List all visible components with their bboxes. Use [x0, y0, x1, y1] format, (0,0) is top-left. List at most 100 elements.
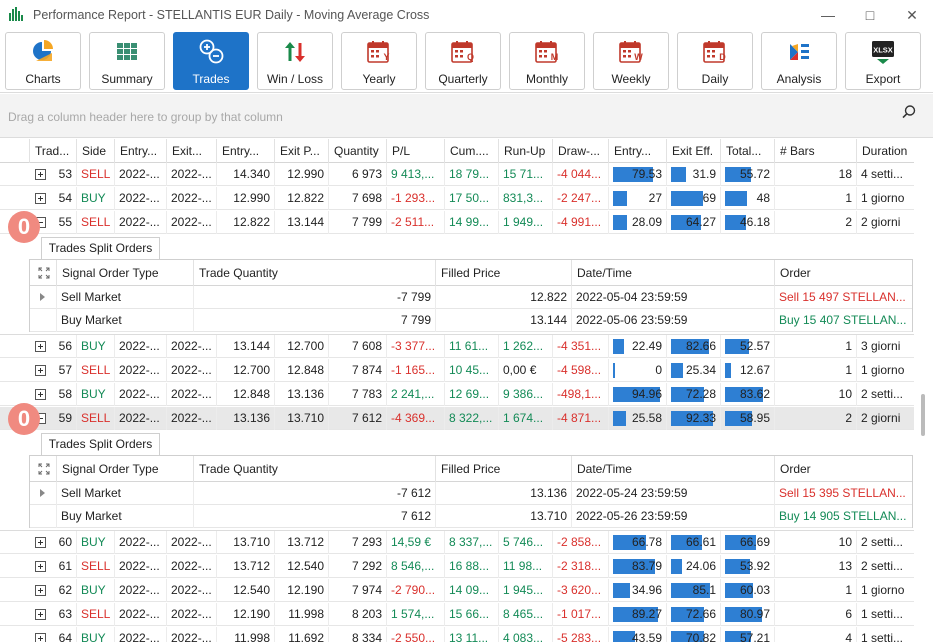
table-row[interactable]: 64 BUY 2022-... 2022-... 11.998 11.692 8 334 -2… [0, 627, 914, 642]
detail-column-header[interactable]: Order [774, 260, 912, 286]
column-header[interactable]: Entry... [216, 139, 274, 163]
app-logo-icon [8, 7, 24, 23]
expand-row-icon[interactable] [35, 609, 46, 620]
table-row[interactable]: 62 BUY 2022-... 2022-... 12.540 12.190 7 974 -2… [0, 579, 914, 602]
column-header[interactable]: Quantity [328, 139, 386, 163]
toolbar-export-button[interactable]: XLSX Export [845, 32, 921, 90]
expand-row-icon[interactable] [35, 633, 46, 642]
toolbar-quarterly-button[interactable]: Q Quarterly [425, 32, 501, 90]
column-header[interactable]: Cum.... [444, 139, 498, 163]
split-order-row[interactable]: Sell Market -7 612 13.136 2022-05-24 23:59:… [30, 482, 912, 505]
detail-column-header[interactable]: Filled Price [435, 456, 571, 482]
vertical-scrollbar[interactable] [914, 139, 933, 642]
split-order-row[interactable]: Sell Market -7 799 12.822 2022-05-04 23:59:… [30, 286, 912, 309]
best-fit-icon[interactable] [38, 267, 50, 279]
table-row[interactable]: 58 BUY 2022-... 2022-... 12.848 13.136 7 783 2 … [0, 383, 914, 406]
table-row[interactable]: 55 SELL 2022-... 2022-... 12.822 13.144 7 799-… [0, 211, 914, 234]
column-header[interactable]: Entry... [608, 139, 666, 163]
close-button[interactable]: ✕ [906, 6, 918, 23]
toolbar-weekly-button[interactable]: W Weekly [593, 32, 669, 90]
entry-price: 13.144 [216, 335, 274, 358]
expand-row-icon[interactable] [35, 365, 46, 376]
toolbar-summary-button[interactable]: Summary [89, 32, 165, 90]
detail-column-header[interactable]: Date/Time [571, 456, 774, 482]
column-header[interactable]: Exit Eff. [666, 139, 720, 163]
quantity: 7 874 [328, 359, 386, 382]
detail-column-header[interactable]: Filled Price [435, 260, 571, 286]
split-order-row[interactable]: Buy Market 7 612 13.710 2022-05-26 23:59:59… [30, 505, 912, 528]
toolbar-yearly-button[interactable]: Y Yearly [341, 32, 417, 90]
column-header[interactable]: Run-Up [498, 139, 552, 163]
toolbar-win-loss-button[interactable]: Win / Loss [257, 32, 333, 90]
column-header[interactable]: Side [76, 139, 114, 163]
efficiency-bar [671, 535, 702, 550]
column-header[interactable]: Duration [856, 139, 914, 163]
detail-column-header[interactable]: Signal Order Type [56, 260, 193, 286]
efficiency-bar [671, 387, 704, 402]
detail-column-header[interactable]: Trade Quantity [193, 260, 435, 286]
toolbar-daily-button[interactable]: D Daily [677, 32, 753, 90]
detail-column-header[interactable]: Signal Order Type [56, 456, 193, 482]
maximize-button[interactable]: □ [865, 7, 875, 23]
minimize-button[interactable]: — [821, 7, 835, 23]
expand-row-icon[interactable] [35, 561, 46, 572]
profit-loss: -1 165... [386, 359, 444, 382]
toolbar-monthly-button[interactable]: M Monthly [509, 32, 585, 90]
quantity: 7 612 [328, 407, 386, 430]
profit-loss: 14,59 € [386, 531, 444, 554]
table-row[interactable]: 53 SELL 2022-... 2022-... 14.340 12.990 6 973 9… [0, 163, 914, 186]
table-row[interactable]: 57 SELL 2022-... 2022-... 12.700 12.848 7 874-… [0, 359, 914, 382]
table-row[interactable]: 54 BUY 2022-... 2022-... 12.990 12.822 7 698 -1… [0, 187, 914, 210]
quantity: 7 799 [328, 211, 386, 234]
efficiency-value: 89.27 [631, 607, 662, 621]
draw-down: -4 598... [552, 359, 608, 382]
toolbar-analysis-button[interactable]: Analysis [761, 32, 837, 90]
table-row[interactable]: 56 BUY 2022-... 2022-... 13.144 12.700 7 608 -3… [0, 335, 914, 358]
table-row[interactable]: 61 SELL 2022-... 2022-... 13.712 12.540 7 292 8… [0, 555, 914, 578]
column-header[interactable]: Exit... [166, 139, 216, 163]
efficiency-cell: 83.79 [608, 555, 666, 578]
efficiency-cell: 22.49 [608, 335, 666, 358]
column-header[interactable]: Exit P... [274, 139, 328, 163]
table-row[interactable]: 63 SELL 2022-... 2022-... 12.190 11.998 8 203 1… [0, 603, 914, 626]
cumulative-pl: 10 45... [444, 359, 498, 382]
efficiency-bar [725, 559, 750, 574]
split-orders-detail: Trades Split Orders Signal Order Type Trad… [0, 235, 914, 335]
efficiency-bar [613, 535, 646, 550]
column-header[interactable]: Entry... [114, 139, 166, 163]
order-datetime: 2022-05-26 23:59:59 [571, 505, 774, 528]
expand-row-icon[interactable] [35, 341, 46, 352]
split-order-row[interactable]: Buy Market 7 799 13.144 2022-05-06 23:59:59… [30, 309, 912, 332]
efficiency-bar [613, 167, 653, 182]
table-row[interactable]: 60 BUY 2022-... 2022-... 13.710 13.712 7 293 14… [0, 531, 914, 554]
column-header[interactable]: Draw-... [552, 139, 608, 163]
detail-column-header[interactable]: Order [774, 456, 912, 482]
toolbar-trades-button[interactable]: Trades [173, 32, 249, 90]
detail-column-header[interactable]: Date/Time [571, 260, 774, 286]
column-header[interactable]: P/L [386, 139, 444, 163]
efficiency-value: 55.72 [739, 167, 770, 181]
column-header[interactable]: # Bars [774, 139, 856, 163]
entry-price: 12.540 [216, 579, 274, 602]
split-count-badge: 0 [8, 211, 40, 243]
expand-row-icon[interactable] [35, 585, 46, 596]
detail-column-header[interactable]: Trade Quantity [193, 456, 435, 482]
group-by-panel[interactable]: Drag a column header here to group by th… [0, 94, 933, 138]
exit-date: 2022-... [166, 383, 216, 406]
expand-row-icon[interactable] [35, 169, 46, 180]
table-row[interactable]: 59 SELL 2022-... 2022-... 13.136 13.710 7 612-… [0, 407, 914, 430]
efficiency-value: 66.78 [631, 535, 662, 549]
column-header[interactable]: Total... [720, 139, 774, 163]
search-icon[interactable] [901, 104, 917, 120]
draw-down: -3 620... [552, 579, 608, 602]
tab-trades-split-orders[interactable]: Trades Split Orders [41, 237, 160, 259]
profit-loss: -2 790... [386, 579, 444, 602]
best-fit-icon[interactable] [38, 463, 50, 475]
toolbar-charts-button[interactable]: Charts [5, 32, 81, 90]
expand-row-icon[interactable] [35, 537, 46, 548]
column-header[interactable]: Trad... [29, 139, 76, 163]
tab-trades-split-orders[interactable]: Trades Split Orders [41, 433, 160, 455]
expand-row-icon[interactable] [35, 389, 46, 400]
scrollbar-thumb[interactable] [921, 394, 925, 436]
expand-row-icon[interactable] [35, 193, 46, 204]
